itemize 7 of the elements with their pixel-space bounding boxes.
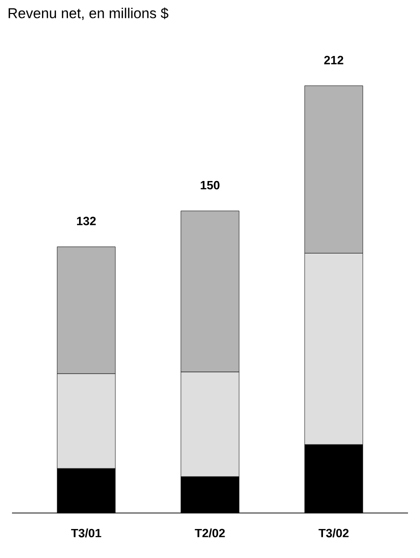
x-tick-label: T3/01 (71, 528, 102, 538)
x-tick-label: T3/02 (318, 528, 349, 538)
annotation: 212 (324, 56, 344, 64)
x-tick-label: T2/02 (194, 528, 225, 538)
annotation: 132 (77, 216, 96, 226)
chart-title: Revenu net, en millions $ (8, 8, 168, 20)
annotation: 150 (200, 180, 220, 190)
